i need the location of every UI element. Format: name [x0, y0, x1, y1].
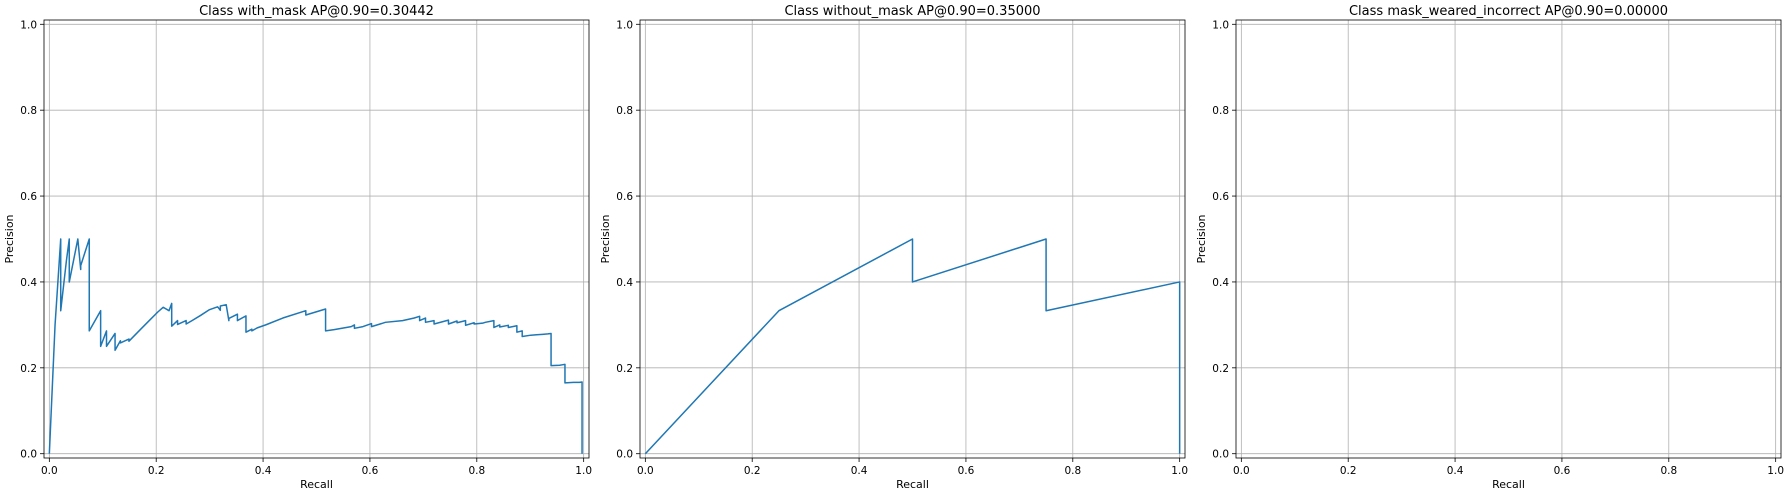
chart-1-x-tick-label: 0.4: [255, 465, 272, 477]
chart-3-x-tick-label: 0.2: [1340, 465, 1357, 477]
chart-1-x-tick-label: 0.2: [148, 465, 165, 477]
chart-2-x-tick-label: 1.0: [1171, 465, 1188, 477]
chart-1-series-line: [48, 238, 583, 454]
chart-1-x-tick-label: 0.0: [41, 465, 58, 477]
chart-3-x-tick-label: 1.0: [1767, 465, 1784, 477]
chart-3-y-tick-label: 0.4: [1212, 277, 1229, 289]
chart-2-x-tick-label: 0.4: [851, 465, 868, 477]
chart-3-x-tick-label: 0.6: [1554, 465, 1571, 477]
chart-1-x-axis-label: Recall: [300, 478, 333, 491]
chart-2-x-tick-label: 0.8: [1064, 465, 1081, 477]
chart-1-y-tick-label: 0.0: [20, 449, 37, 461]
chart-2-x-axis-label: Recall: [896, 478, 929, 491]
chart-1-y-tick-label: 0.8: [20, 105, 37, 117]
chart-3-y-tick-label: 0.6: [1212, 191, 1229, 203]
chart-3-y-tick-label: 1.0: [1212, 19, 1229, 31]
chart-2-y-tick-label: 0.2: [616, 363, 633, 375]
chart-2-x-tick-label: 0.2: [744, 465, 761, 477]
chart-2-x-tick-label: 0.0: [637, 465, 654, 477]
chart-2-title: Class without_mask AP@0.90=0.35000: [784, 4, 1040, 19]
chart-3-x-tick-label: 0.4: [1447, 465, 1464, 477]
chart-3-x-axis-label: Recall: [1492, 478, 1525, 491]
chart-1-y-tick-label: 0.4: [20, 277, 37, 289]
chart-1-y-axis-label: Precision: [3, 214, 16, 263]
chart-2-y-tick-label: 0.0: [616, 449, 633, 461]
chart-3-y-axis-label: Precision: [1195, 214, 1208, 263]
chart-2-y-tick-label: 0.4: [616, 277, 633, 289]
chart-1-y-tick-label: 0.6: [20, 191, 37, 203]
chart-3-title: Class mask_weared_incorrect AP@0.90=0.00…: [1349, 4, 1668, 19]
chart-2-y-tick-label: 1.0: [616, 19, 633, 31]
chart-1-y-tick-label: 1.0: [20, 19, 37, 31]
chart-2-x-tick-label: 0.6: [958, 465, 975, 477]
chart-1-x-tick-label: 1.0: [575, 465, 592, 477]
chart-3-y-tick-label: 0.0: [1212, 449, 1229, 461]
chart-1-title: Class with_mask AP@0.90=0.30442: [199, 4, 434, 19]
chart-3-x-tick-label: 0.8: [1660, 465, 1677, 477]
chart-2-series-line: [644, 238, 1181, 455]
chart-2-axes-frame: [639, 19, 1186, 459]
chart-1-x-tick-label: 0.8: [468, 465, 485, 477]
chart-2-y-tick-label: 0.8: [616, 105, 633, 117]
chart-1-x-tick-label: 0.6: [362, 465, 379, 477]
chart-3-y-tick-label: 0.2: [1212, 363, 1229, 375]
chart-2-y-axis-label: Precision: [599, 214, 612, 263]
chart-2-y-tick-label: 0.6: [616, 191, 633, 203]
chart-3-axes-frame: [1235, 19, 1782, 459]
chart-1-y-tick-label: 0.2: [20, 363, 37, 375]
chart-1-axes-frame: [43, 19, 590, 459]
chart-3-y-tick-label: 0.8: [1212, 105, 1229, 117]
chart-3-x-tick-label: 0.0: [1233, 465, 1250, 477]
